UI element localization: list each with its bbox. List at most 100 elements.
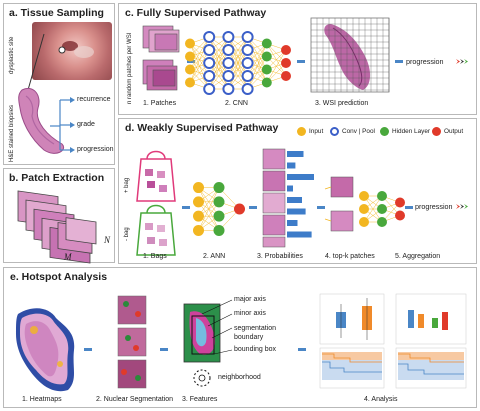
step-e-features: 3. Features (182, 396, 218, 403)
step-d-bags: 1. Bags (143, 253, 167, 260)
step-e-analysis: 4. Analysis (364, 396, 398, 403)
legend-output-label: Output (444, 128, 464, 135)
feature-segmentation-boundary: segmentation boundary (234, 325, 277, 341)
output-node (395, 210, 405, 221)
conv-node (222, 44, 235, 56)
panel-e-graphics (16, 293, 467, 392)
panel-a-tissue-sampling: a. Tissue Sampling dysplastic site H&E s… (3, 3, 115, 165)
wsi-grid (310, 17, 390, 93)
feature-major-axis: major axis (234, 296, 266, 303)
conv-node (241, 44, 254, 56)
hidden-node (377, 217, 387, 227)
output-node (281, 71, 291, 81)
conv-node (203, 70, 216, 82)
feature-neighborhood: neighborhood (218, 374, 261, 381)
input-node (185, 51, 195, 62)
output-node (234, 203, 245, 215)
hidden-node (377, 191, 387, 201)
output-node (395, 197, 405, 208)
probability-bar (287, 197, 302, 203)
n-label: N (104, 235, 111, 245)
panel-d-weakly-supervised: d. Weakly Supervised Pathway Input Conv … (118, 118, 477, 264)
conv-node (241, 83, 254, 95)
probability-bar (287, 185, 293, 192)
nuclear-segmentation-images (117, 295, 147, 389)
analysis-boxplot-2 (395, 293, 467, 345)
probability-bar (287, 162, 296, 169)
step-c-wsi-prediction: 3. WSI prediction (315, 100, 369, 107)
patch-stack (17, 190, 97, 264)
hidden-node (213, 210, 225, 222)
output-node (281, 45, 291, 55)
probability-patches (262, 148, 286, 248)
probability-bar (287, 220, 298, 226)
probability-bar (287, 208, 306, 215)
panel-a-arrows (18, 33, 75, 154)
panel-d-graphics (136, 148, 468, 256)
panel-d-title: d. Weakly Supervised Pathway (125, 122, 279, 134)
feature-minor-axis: minor axis (234, 310, 266, 317)
endoscopy-image (32, 22, 112, 80)
conv-node (222, 83, 235, 95)
input-node (193, 210, 204, 222)
hidden-node (377, 204, 387, 214)
probability-bar (287, 151, 304, 157)
input-node (185, 77, 195, 88)
panel-e-hotspot-analysis: e. Hotspot Analysis (3, 267, 477, 408)
legend-conv-label: Conv | Pool (342, 128, 375, 135)
panel-c-graphics (142, 17, 468, 93)
hidden-node (261, 77, 272, 88)
conv-node (203, 31, 216, 43)
analysis-survival-2 (395, 347, 467, 389)
hidden-node (261, 38, 272, 49)
panel-e-title: e. Hotspot Analysis (10, 271, 108, 283)
panel-b-title: b. Patch Extraction (9, 172, 105, 184)
input-node (185, 38, 195, 49)
conv-node (203, 83, 216, 95)
positive-bag-icon (136, 150, 176, 202)
hidden-node (261, 51, 272, 62)
outcome-progression: progression (77, 146, 114, 153)
step-d-aggregation: 5. Aggregation (395, 253, 441, 260)
conv-node (222, 31, 235, 43)
panel-a-title: a. Tissue Sampling (9, 7, 104, 19)
ann-network (193, 182, 245, 236)
legend-hidden-dot (380, 127, 389, 136)
cnn-network (185, 31, 291, 95)
heatmap-image (16, 308, 75, 392)
input-node (359, 217, 369, 227)
conv-node (222, 70, 235, 82)
input-node (193, 196, 204, 208)
input-node (359, 204, 369, 214)
step-e-heatmaps: 1. Heatmaps (22, 396, 62, 403)
step-d-probabilities: 3. Probabilities (257, 253, 303, 260)
progression-output-c: progression (406, 57, 444, 66)
progression-output-d: progression (415, 202, 453, 211)
analysis-survival-1 (319, 347, 385, 389)
input-node (359, 191, 369, 201)
hidden-node (261, 64, 272, 75)
outcome-grade: grade (77, 121, 95, 128)
conv-node (222, 57, 235, 69)
feature-image (183, 299, 233, 387)
aggregation-network (359, 191, 405, 227)
hidden-node (213, 196, 225, 208)
probability-bar (287, 231, 312, 238)
conv-node (203, 57, 216, 69)
negative-bag-icon (136, 204, 176, 256)
topk-patches (324, 176, 354, 232)
input-node (193, 224, 204, 236)
legend-input-dot (297, 127, 306, 136)
conv-node (241, 70, 254, 82)
input-node (193, 182, 204, 194)
hidden-node (213, 224, 225, 236)
conv-node (203, 44, 216, 56)
outcome-recurrence: recurrence (77, 96, 111, 103)
legend-input-label: Input (309, 128, 324, 135)
analysis-boxplot-1 (319, 293, 385, 345)
legend-hidden-label: Hidden Layer (392, 128, 431, 135)
output-node (281, 58, 291, 68)
step-d-topk: 4. top-k patches (325, 253, 375, 260)
panel-c-title: c. Fully Supervised Pathway (125, 7, 267, 19)
probability-bar (287, 174, 314, 180)
